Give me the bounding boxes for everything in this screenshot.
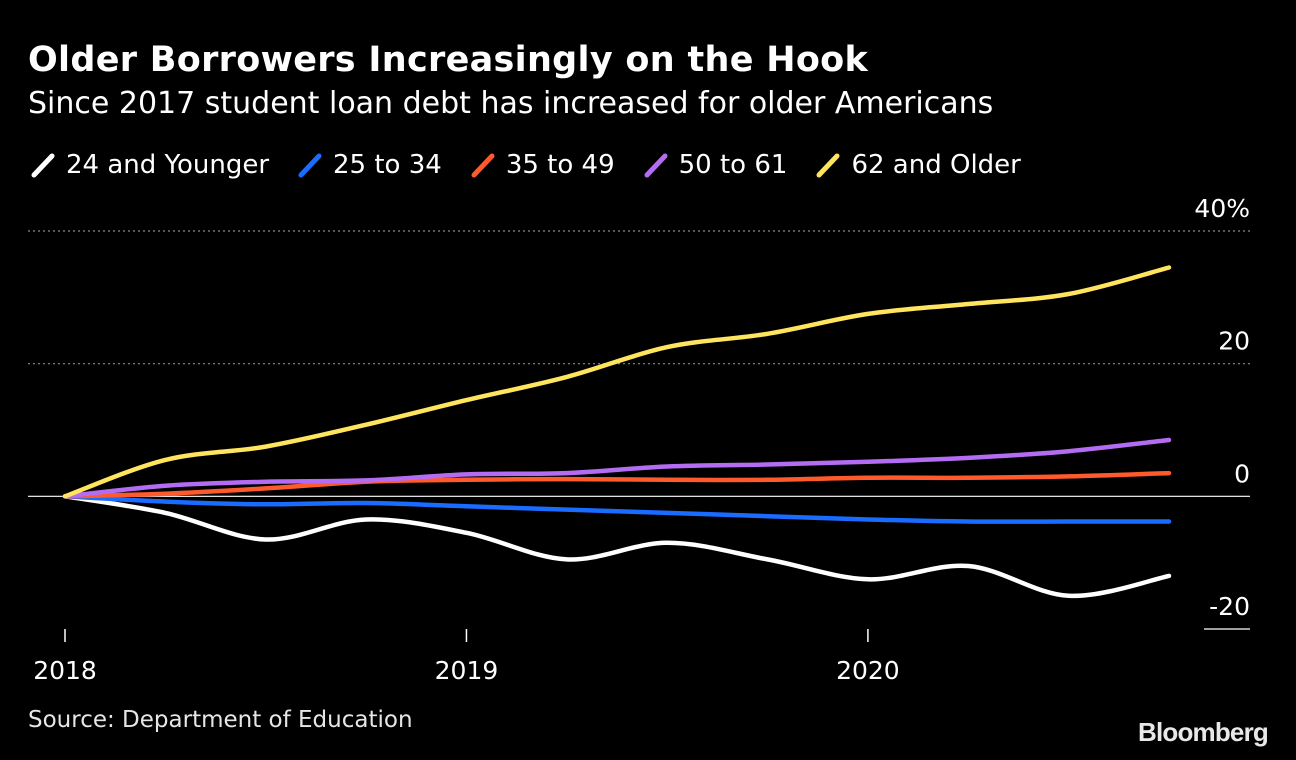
series-line-35-to-49 <box>62 470 1172 499</box>
legend-swatch-icon <box>31 153 55 178</box>
x-tick-label: 2020 <box>836 656 900 685</box>
x-tick-label: 2018 <box>33 656 97 685</box>
legend-label: 62 and Older <box>851 150 1021 180</box>
y-tick-label: -20 <box>1209 592 1250 621</box>
legend-swatch-icon <box>298 153 322 178</box>
x-axis-ticks: 2018 2019 2020 <box>33 629 900 685</box>
legend-item-24-and-younger: 24 and Younger <box>28 150 269 180</box>
series-lines <box>62 265 1172 599</box>
legend-item-25-to-34: 25 to 34 <box>295 150 442 180</box>
source-note: Source: Department of Education <box>28 707 413 733</box>
legend-label: 25 to 34 <box>333 150 442 180</box>
series-line-62-and-older <box>62 265 1172 499</box>
legend-label: 50 to 61 <box>678 150 788 180</box>
legend-swatch-icon <box>816 153 840 178</box>
legend-item-35-to-49: 35 to 49 <box>468 150 615 180</box>
y-tick-label: 40% <box>1194 194 1250 223</box>
y-tick-label: 20 <box>1218 327 1250 356</box>
y-axis-ticks: 40% 20 0 -20 <box>1194 194 1250 621</box>
legend-swatch-icon <box>644 153 668 178</box>
legend-swatch-icon <box>471 153 495 178</box>
legend-item-50-to-61: 50 to 61 <box>641 150 788 180</box>
legend: 24 and Younger 25 to 34 35 to 49 50 to 61 62… <box>28 150 1047 180</box>
legend-item-62-and-older: 62 and Older <box>813 150 1021 180</box>
legend-label: 35 to 49 <box>505 150 615 180</box>
chart-title: Older Borrowers Increasingly on the Hook <box>28 40 869 80</box>
chart-subtitle: Since 2017 student loan debt has increas… <box>28 86 994 121</box>
legend-label: 24 and Younger <box>66 150 270 180</box>
series-line-50-to-61 <box>62 437 1172 499</box>
gridlines <box>28 230 1250 630</box>
y-tick-label: 0 <box>1234 459 1250 488</box>
series-line-24-and-younger <box>62 494 1172 599</box>
x-tick-label: 2019 <box>435 656 499 685</box>
bloomberg-logo: Bloomberg <box>1137 717 1269 747</box>
series-line-25-to-34 <box>62 494 1172 524</box>
